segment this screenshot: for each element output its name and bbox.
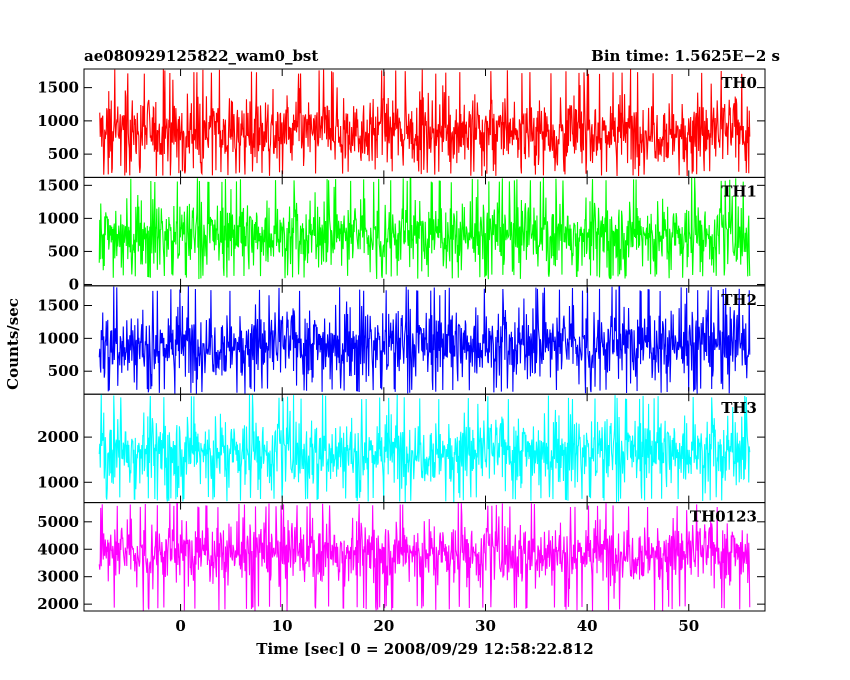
panel-label: TH1 [721, 182, 757, 200]
y-tick-label: 1500 [37, 297, 79, 315]
y-tick-label: 1500 [37, 176, 79, 194]
x-axis-label: Time [sec] 0 = 2008/09/29 12:58:22.812 [256, 640, 593, 658]
y-tick-label: 4000 [37, 540, 79, 558]
series-th0123-line [98, 502, 751, 611]
x-tick-label: 40 [577, 617, 598, 635]
y-tick-label: 500 [48, 362, 79, 380]
y-tick-label: 500 [48, 242, 79, 260]
x-tick-label: 20 [373, 617, 394, 635]
x-tick-label: 30 [475, 617, 496, 635]
panel-frame [83, 502, 766, 612]
series-th1-line [98, 177, 751, 280]
y-tick-label: 1500 [37, 79, 79, 97]
y-tick-label: 3000 [37, 568, 79, 586]
panel-label: TH3 [721, 399, 757, 417]
panel-label: TH0 [721, 74, 757, 92]
x-tick-label: 50 [678, 617, 699, 635]
y-tick-label: 2000 [37, 595, 79, 613]
panel-label: TH2 [721, 291, 757, 309]
bin-time-label: Bin time: 1.5625E−2 s [591, 47, 780, 65]
y-tick-label: 1000 [37, 112, 79, 130]
series-th2-line [98, 285, 751, 394]
y-tick-label: 1000 [37, 329, 79, 347]
chart-title: ae080929125822_wam0_bst [84, 47, 318, 65]
y-tick-label: 500 [48, 145, 79, 163]
y-tick-label: 2000 [37, 428, 79, 446]
series-th0-line [99, 69, 751, 177]
y-tick-label: 1000 [37, 209, 79, 227]
panel-label: TH0123 [690, 508, 757, 526]
x-tick-label: 0 [175, 617, 185, 635]
y-axis-label: Counts/sec [4, 298, 22, 390]
y-tick-label: 0 [69, 275, 79, 293]
y-tick-label: 5000 [37, 513, 79, 531]
y-tick-label: 1000 [37, 473, 79, 491]
x-tick-label: 10 [272, 617, 293, 635]
series-th3-line [98, 394, 751, 503]
